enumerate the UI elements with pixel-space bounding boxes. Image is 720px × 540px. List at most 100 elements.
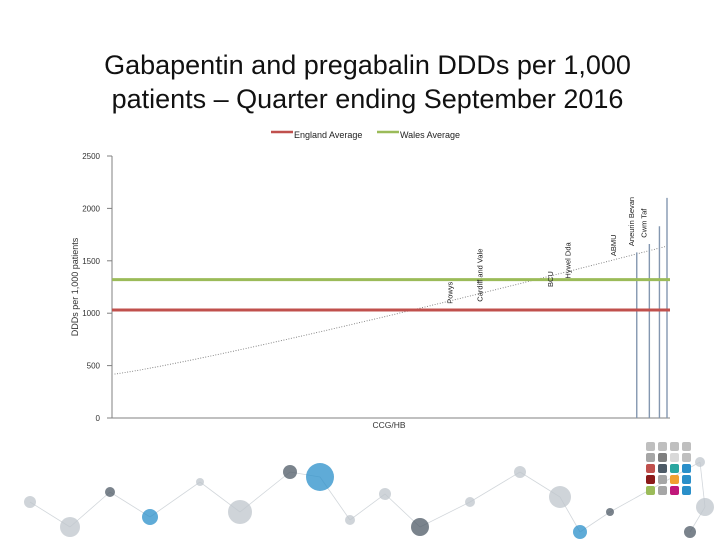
data-point <box>507 285 509 288</box>
data-point <box>280 340 282 342</box>
highlight-label: Hywel Dda <box>564 242 573 279</box>
data-point <box>631 254 633 256</box>
data-point <box>391 314 393 316</box>
data-point <box>119 372 121 374</box>
data-point <box>207 355 209 358</box>
data-point <box>137 369 139 371</box>
data-point <box>510 285 512 287</box>
data-point <box>374 318 376 320</box>
data-point <box>190 359 192 361</box>
data-point <box>328 329 330 331</box>
data-point <box>132 370 134 372</box>
data-point <box>656 248 658 250</box>
data-point <box>356 322 358 324</box>
data-point <box>162 365 164 367</box>
data-point <box>469 295 471 297</box>
data-point <box>376 317 378 320</box>
decor-square <box>658 453 667 462</box>
decor-square <box>658 464 667 473</box>
y-tick-label: 1500 <box>82 257 100 266</box>
decor-square <box>646 453 655 462</box>
decor-square <box>658 475 667 484</box>
data-point <box>157 366 159 368</box>
decor-node <box>379 488 391 500</box>
data-point <box>598 263 600 265</box>
decor-square <box>670 464 679 473</box>
data-point <box>610 259 613 261</box>
data-point <box>159 365 161 367</box>
decor-square <box>646 464 655 473</box>
data-point <box>593 264 595 266</box>
decor-link <box>469 471 521 503</box>
data-point <box>295 336 298 338</box>
data-point <box>293 337 295 339</box>
data-point <box>500 287 502 289</box>
data-point <box>270 342 272 344</box>
data-point <box>563 272 565 274</box>
data-point <box>192 359 194 361</box>
data-point <box>608 260 610 262</box>
data-point <box>215 354 217 356</box>
legend-wales-label: Wales Average <box>400 130 460 140</box>
decor-node <box>411 518 429 536</box>
decor-square <box>670 475 679 484</box>
data-point <box>336 327 338 329</box>
data-point <box>353 323 356 325</box>
y-axis-label: DDDs per 1,000 patients <box>70 237 80 336</box>
decor-node <box>105 487 115 497</box>
data-point <box>616 258 618 260</box>
data-point <box>477 293 479 295</box>
data-point <box>182 361 184 363</box>
data-point <box>237 349 240 351</box>
decor-node <box>228 500 252 524</box>
data-point <box>195 358 197 360</box>
data-point <box>210 355 212 357</box>
data-point <box>638 252 640 254</box>
data-point <box>232 350 235 352</box>
data-point <box>313 332 315 334</box>
data-point <box>401 311 403 313</box>
highlight-label: Powys <box>445 281 454 303</box>
data-point <box>464 296 466 298</box>
data-point <box>366 320 368 322</box>
data-point <box>568 270 570 272</box>
data-point <box>363 320 366 322</box>
data-point <box>628 255 630 257</box>
data-point <box>426 305 429 307</box>
data-point <box>116 373 119 375</box>
y-tick-label: 2000 <box>82 204 100 213</box>
data-point <box>323 330 325 332</box>
data-point <box>421 307 424 309</box>
decor-square <box>682 464 691 473</box>
data-point <box>497 288 499 290</box>
data-point <box>253 346 255 348</box>
highlight-label: Aneurin Bevan <box>627 197 636 246</box>
decor-node <box>283 465 297 479</box>
decor-node <box>549 486 571 508</box>
data-point <box>663 246 666 248</box>
data-point <box>217 353 219 355</box>
data-point <box>389 314 391 317</box>
data-point <box>588 265 590 267</box>
data-point <box>172 363 174 365</box>
data-point <box>169 363 172 365</box>
data-point <box>419 307 421 309</box>
data-point <box>248 347 250 349</box>
data-point <box>212 354 214 357</box>
data-point <box>220 353 222 355</box>
data-point <box>240 348 242 351</box>
data-point <box>258 345 260 347</box>
decor-node <box>60 517 80 537</box>
decor-node <box>465 497 475 507</box>
legend-england-label: England Average <box>294 130 362 140</box>
data-point <box>225 352 227 354</box>
data-point <box>343 325 345 327</box>
data-point <box>515 284 517 286</box>
data-point <box>290 337 292 339</box>
data-point <box>381 316 383 318</box>
decor-link <box>419 501 471 528</box>
data-point <box>167 364 169 366</box>
decor-node <box>142 509 158 525</box>
data-point <box>573 269 575 271</box>
data-point <box>306 334 308 336</box>
